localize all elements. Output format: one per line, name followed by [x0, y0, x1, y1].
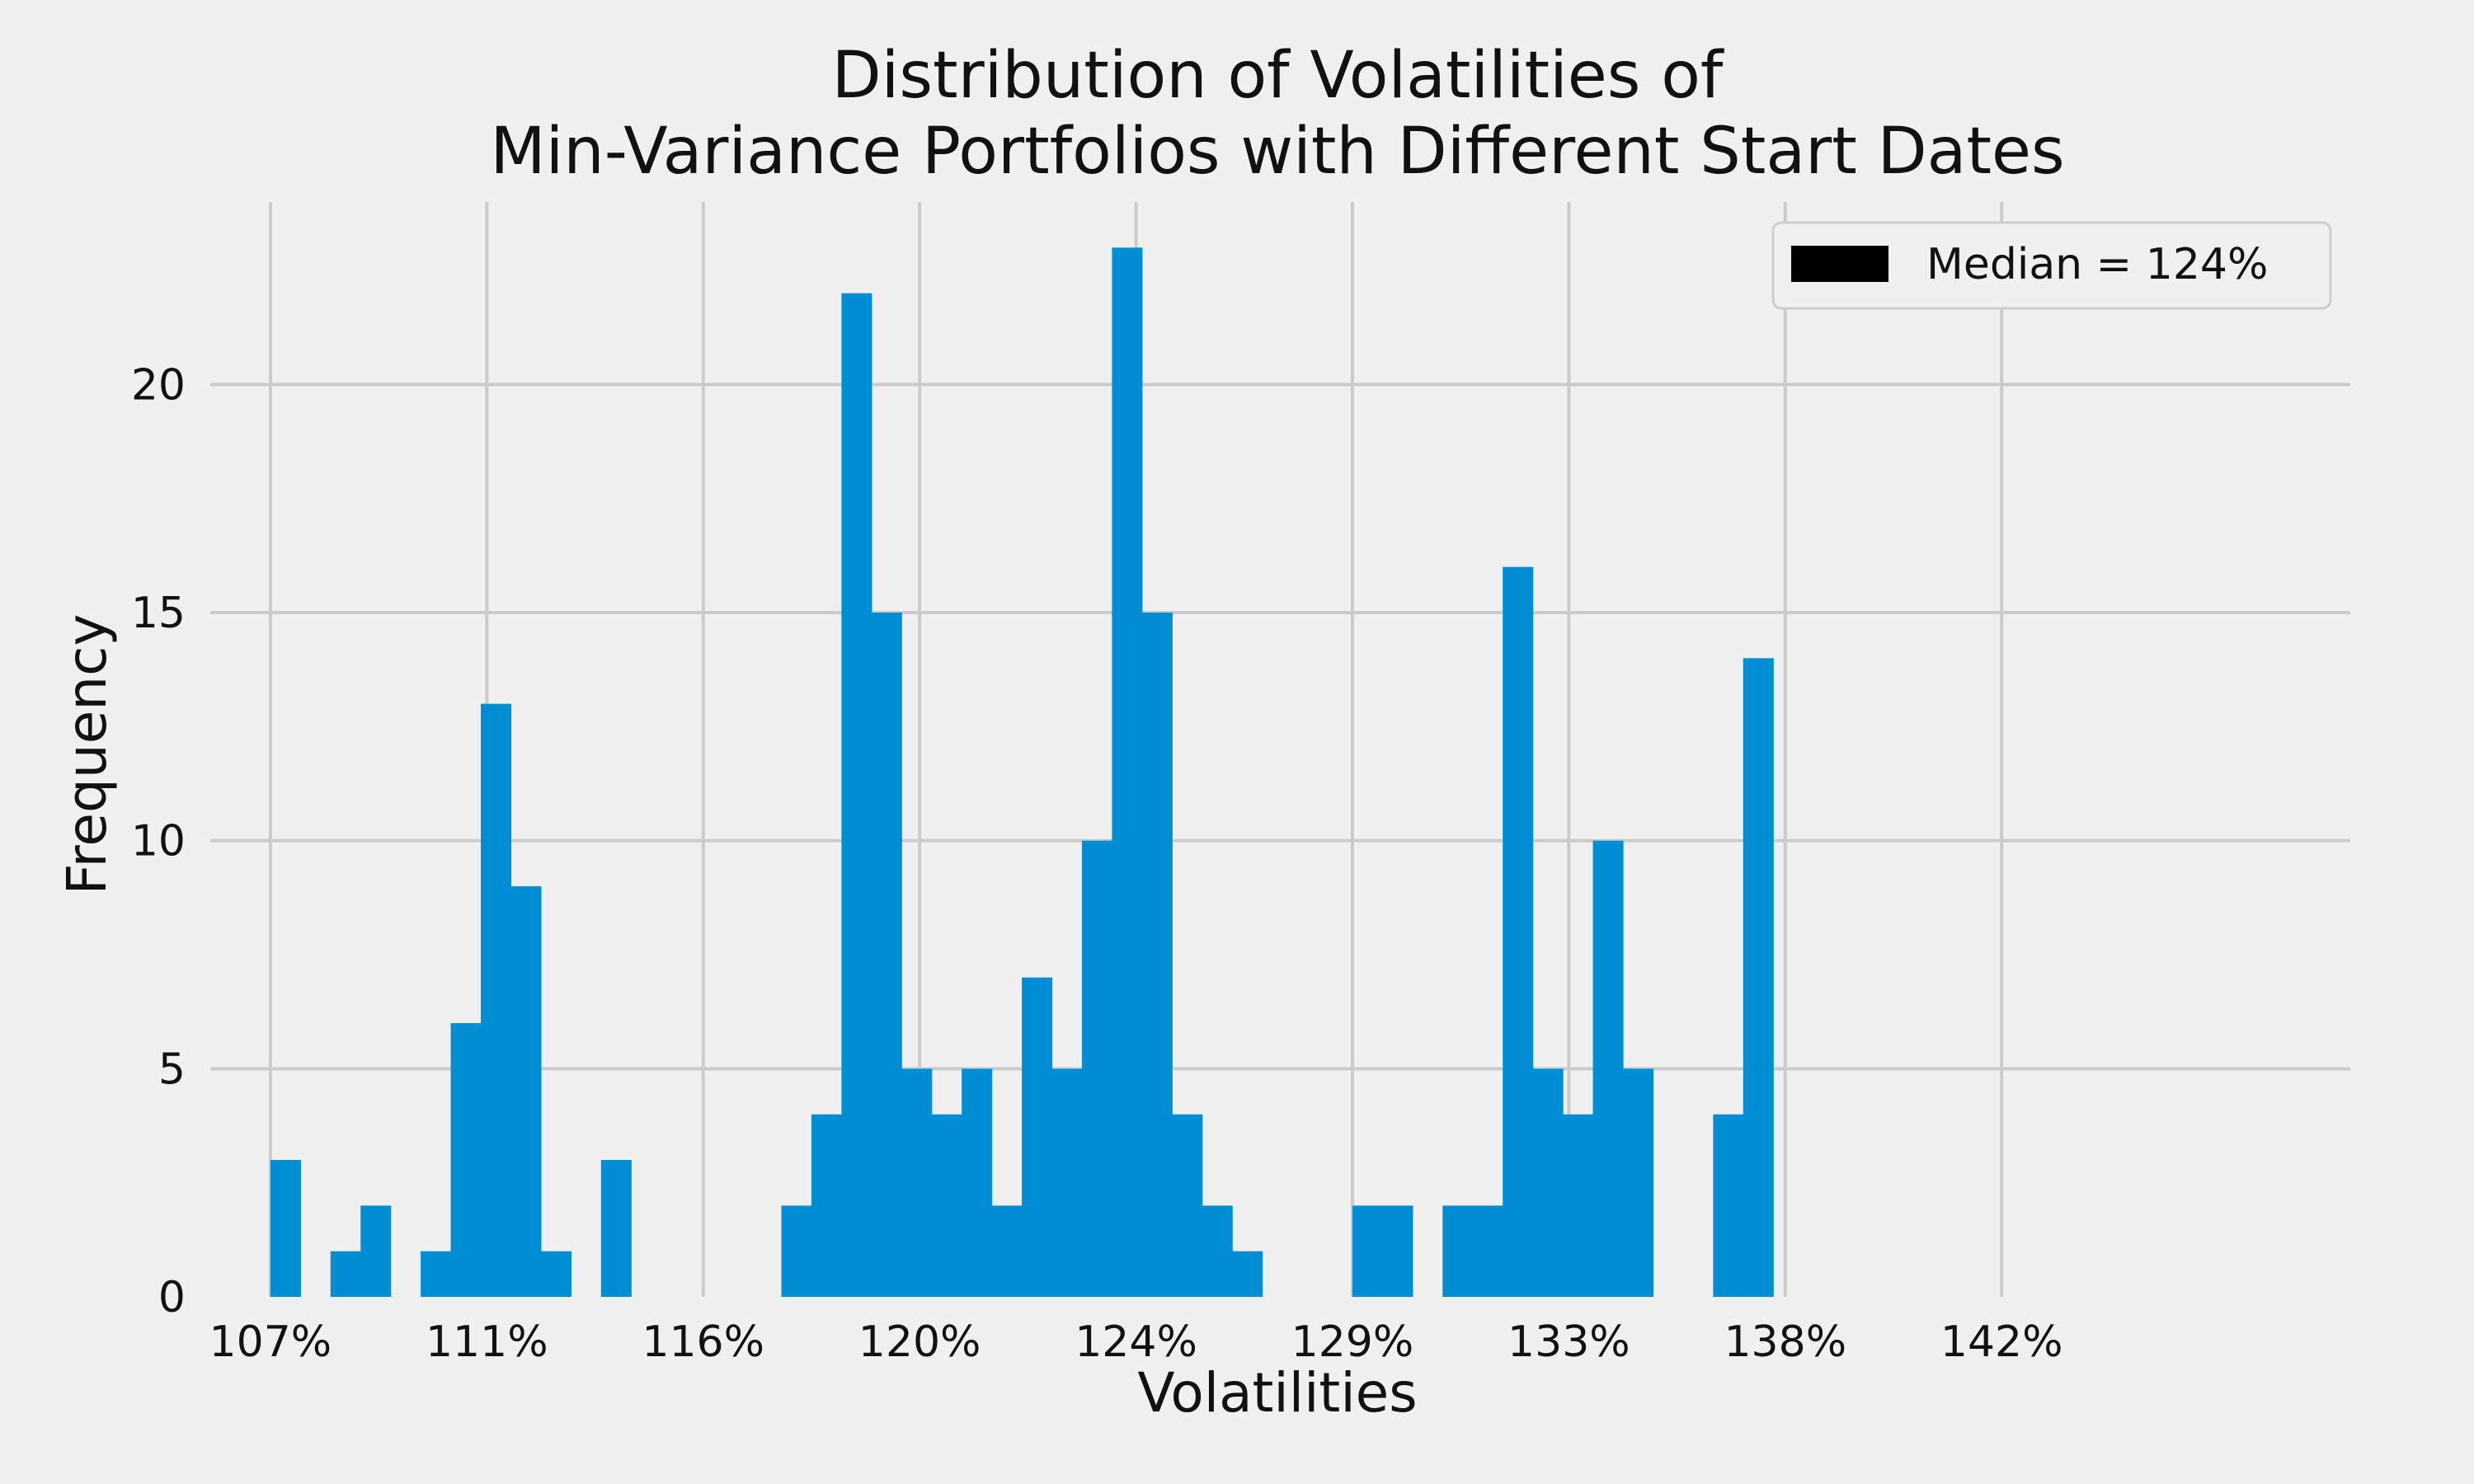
histogram-bar [841, 293, 872, 1298]
histogram-bar [1442, 1205, 1474, 1297]
x-tick-label: 129% [1291, 1317, 1414, 1367]
legend: Median = 124% [1771, 221, 2332, 310]
x-tick-label: 116% [642, 1317, 764, 1367]
x-tick-label: 107% [209, 1317, 332, 1367]
histogram-bar [1081, 840, 1112, 1297]
histogram-bar [540, 1251, 571, 1297]
histogram-bar [421, 1251, 452, 1297]
y-tick-labels: 0 5 10 15 20 [131, 360, 186, 1322]
y-tick-label: 10 [131, 817, 186, 866]
histogram-bar [1622, 1068, 1654, 1297]
histogram-bars [270, 247, 1774, 1298]
legend-label: Median = 124% [1926, 240, 2268, 289]
histogram-bar [330, 1251, 361, 1297]
histogram-bar [1352, 1205, 1384, 1297]
x-tick-label: 111% [426, 1317, 548, 1367]
histogram-bar [360, 1205, 392, 1297]
histogram-bar [1141, 613, 1173, 1297]
histogram-bar [931, 1114, 962, 1297]
histogram-bar [1022, 977, 1053, 1297]
histogram-bar [600, 1160, 632, 1297]
y-tick-label: 0 [158, 1273, 186, 1322]
y-axis-label: Frequency [55, 614, 119, 895]
histogram-bar [811, 1114, 842, 1297]
y-tick-label: 20 [131, 360, 186, 410]
x-tick-label: 120% [858, 1317, 981, 1367]
x-tick-label: 142% [1940, 1317, 2063, 1367]
histogram-bar [1503, 566, 1534, 1297]
histogram-bar [1713, 1114, 1744, 1297]
x-tick-label: 138% [1724, 1317, 1846, 1367]
histogram-bar [1202, 1205, 1233, 1297]
histogram-bar [1382, 1205, 1413, 1297]
chart-title: Distribution of Volatilities of [832, 39, 1724, 113]
histogram-bar [962, 1068, 993, 1297]
histogram-bar [991, 1205, 1023, 1297]
histogram-bar [1112, 247, 1143, 1297]
y-tick-label: 15 [131, 589, 186, 638]
x-tick-label: 133% [1507, 1317, 1630, 1367]
histogram-bar [450, 1023, 482, 1297]
x-tick-label: 124% [1075, 1317, 1197, 1367]
histogram-bar [1051, 1068, 1083, 1297]
histogram-bar [1232, 1251, 1263, 1297]
chart-subtitle: Min-Variance Portfolios with Different S… [490, 115, 2064, 189]
legend-box [1771, 221, 2332, 310]
y-gridlines [210, 383, 2350, 1071]
histogram-bar [1472, 1205, 1503, 1297]
histogram-bar [510, 886, 542, 1297]
histogram-bar [1532, 1068, 1564, 1297]
y-tick-label: 5 [158, 1045, 186, 1094]
legend-swatch [1791, 246, 1888, 282]
histogram-bar [481, 703, 512, 1297]
histogram-bar [1172, 1114, 1203, 1297]
x-axis-label: Volatilities [1137, 1361, 1417, 1425]
histogram-bar [1743, 658, 1774, 1297]
histogram-bar [1592, 840, 1624, 1297]
histogram-bar [270, 1160, 301, 1297]
histogram-bar [901, 1068, 933, 1297]
histogram-bar [871, 613, 902, 1297]
histogram-bar [781, 1205, 812, 1297]
histogram-bar [1563, 1114, 1594, 1297]
x-tick-labels: 107% 111% 116% 120% 124% 129% 133% 138% 142% [209, 1317, 2063, 1367]
